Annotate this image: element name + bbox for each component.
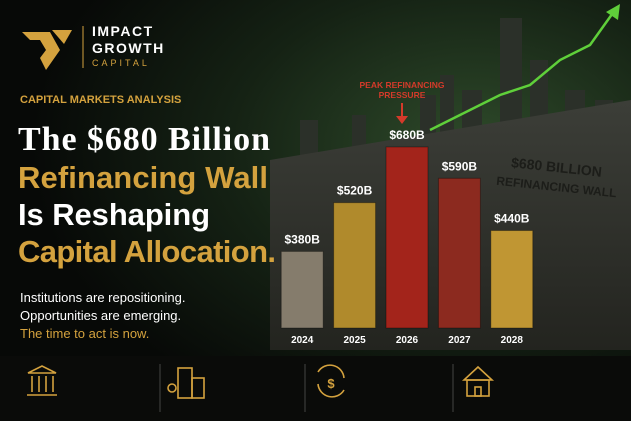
growth-arrow xyxy=(606,4,620,20)
bar xyxy=(280,250,324,329)
x-tick-label: 2026 xyxy=(396,335,419,346)
x-tick-label: 2024 xyxy=(291,335,314,346)
bar xyxy=(385,146,429,329)
intro-line: Institutions are repositioning. xyxy=(20,290,185,305)
annotation: PRESSURE xyxy=(379,90,426,100)
icon-cashflow: $ xyxy=(317,364,345,398)
x-tick-label: 2025 xyxy=(343,335,366,346)
icon-house xyxy=(461,365,495,397)
intro-line: Opportunities are emerging. xyxy=(20,308,181,323)
annotation: PEAK REFINANCING xyxy=(359,80,444,90)
intro-line: The time to act is now. xyxy=(20,326,149,341)
svg-text:$: $ xyxy=(327,376,335,391)
logo xyxy=(22,26,84,70)
headline: The $680 Billion xyxy=(18,121,270,158)
headline: Refinancing Wall xyxy=(18,160,268,195)
brand-line: GROWTH xyxy=(92,40,165,56)
footer-band xyxy=(0,356,631,421)
growth-line xyxy=(429,9,617,132)
value-label: $440B xyxy=(494,212,530,226)
headline: Capital Allocation. xyxy=(18,234,276,269)
x-tick-label: 2028 xyxy=(501,335,524,346)
bar xyxy=(333,202,377,329)
value-label: $590B xyxy=(442,159,478,173)
headline: Is Reshaping xyxy=(18,197,210,232)
brand-line: IMPACT xyxy=(92,23,154,39)
bar xyxy=(490,230,534,329)
dividers xyxy=(159,364,454,412)
value-label: $680B xyxy=(389,128,425,142)
icon-bank xyxy=(27,365,57,396)
bar xyxy=(437,177,481,329)
brand-line: CAPITAL xyxy=(92,58,150,68)
x-tick-label: 2027 xyxy=(448,335,471,346)
value-label: $520B xyxy=(337,184,373,198)
icon-buildings xyxy=(167,367,205,399)
kicker: CAPITAL MARKETS ANALYSIS xyxy=(20,94,181,106)
annotation-arrow xyxy=(396,116,408,124)
value-label: $380B xyxy=(285,232,321,246)
